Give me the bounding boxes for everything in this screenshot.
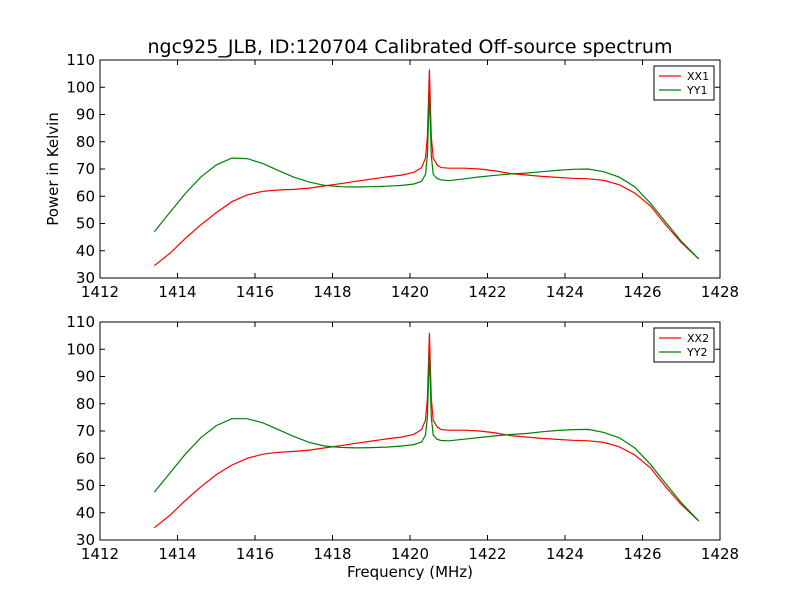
x-tick-label: 1414 [158,545,196,563]
top-panel: 1412 1414 1416 1418 1420 1422 1424 1426 1428 30 40… [66,51,739,301]
x-tick-label: 1420 [391,283,429,301]
y-tick-label: 30 [76,531,95,549]
x-tick-label: 1424 [546,545,584,563]
x-tick-label: 1412 [81,283,119,301]
y-tick-label: 90 [76,106,95,124]
y-tick-label: 40 [76,242,95,260]
y-tick-label: 50 [76,477,95,495]
legend-box [653,65,715,101]
series-line-yy2 [153,351,700,522]
x-tick-label: 1416 [236,283,274,301]
series-line-xx1 [153,69,700,267]
x-tick-label: 1416 [236,545,274,563]
x-tick-label: 1412 [81,545,119,563]
y-tick-label: 90 [76,368,95,386]
x-tick-label: 1424 [546,283,584,301]
y-tick-label: 100 [66,340,95,358]
x-tick-label: 1414 [158,283,196,301]
y-tick-label: 60 [76,187,95,205]
y-tick-label: 80 [76,395,95,413]
y-tick-label: 70 [76,160,95,178]
bottom-panel: 1412 1414 1416 1418 1420 1422 1424 1426 1428 30 40… [66,313,739,563]
x-tick-label: 1428 [701,545,739,563]
x-tick-label: 1422 [468,283,506,301]
x-tick-label: 1418 [313,283,351,301]
legend-label: YY2 [686,346,707,359]
y-tick-label: 40 [76,504,95,522]
legend-label: YY1 [686,84,707,97]
x-tick-label: 1420 [391,545,429,563]
y-tick-label: 70 [76,422,95,440]
x-tick-label: 1422 [468,545,506,563]
x-tick-label: 1426 [623,545,661,563]
y-tick-label: 100 [66,78,95,96]
y-tick-label: 80 [76,133,95,151]
y-tick-label: 60 [76,449,95,467]
y-tick-label: 110 [66,313,95,331]
y-tick-label: 30 [76,269,95,287]
series-line-xx2 [153,332,700,529]
x-tick-label: 1428 [701,283,739,301]
legend-box [653,327,715,363]
chart-title: ngc925_JLB, ID:120704 Calibrated Off-sou… [148,36,673,58]
x-tick-label: 1426 [623,283,661,301]
x-axis-label: Frequency (MHz) [347,563,473,581]
y-tick-label: 50 [76,215,95,233]
legend-label: XX2 [687,332,709,345]
legend-label: XX1 [687,70,709,83]
x-tick-label: 1418 [313,545,351,563]
y-tick-label: 110 [66,51,95,69]
series-line-yy1 [153,92,700,260]
y-axis-label: Power in Kelvin [44,112,62,226]
